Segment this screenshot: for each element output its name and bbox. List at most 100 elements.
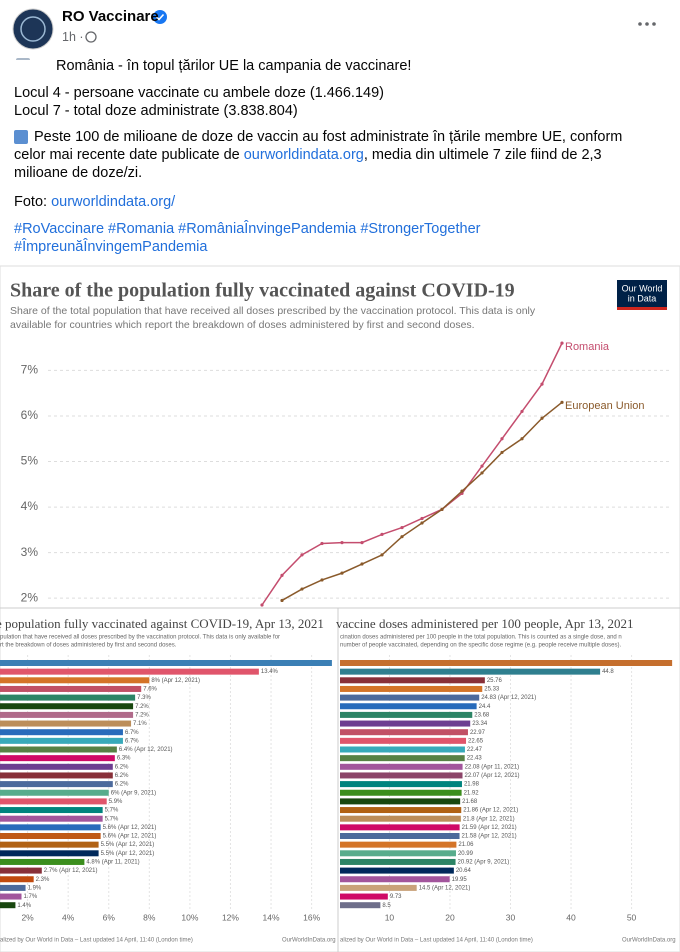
- point: [480, 464, 484, 468]
- photo-credit: Foto: ourworldindata.org/: [14, 193, 654, 211]
- value-label: 20.99: [458, 851, 474, 857]
- bar: [340, 858, 456, 865]
- image-frame: [0, 265, 680, 952]
- point: [300, 587, 304, 591]
- value-label: 2.3%: [36, 877, 50, 883]
- bar: [340, 850, 456, 857]
- value-label: 21.58 (Apr 12, 2021): [462, 834, 517, 840]
- bar: [340, 902, 381, 909]
- value-label: 7.2%: [135, 712, 149, 718]
- value-label: 6.2%: [115, 764, 129, 770]
- x-tick-label: 10%: [181, 912, 198, 922]
- value-label: 9.73: [390, 894, 402, 900]
- source: OurWorldInData.org: [282, 938, 336, 944]
- value-label: 6.2%: [115, 782, 129, 788]
- hashtags: #RoVaccinare #Romania #RomâniaÎnvingePan…: [14, 220, 634, 256]
- globe-icon: [85, 31, 97, 43]
- hashtag[interactable]: #Romania: [108, 221, 175, 237]
- bar: [0, 746, 117, 753]
- value-label: 7.1%: [133, 721, 147, 727]
- point: [400, 535, 404, 539]
- value-label: 22.97: [470, 730, 486, 736]
- x-tick-label: 4%: [62, 912, 75, 922]
- x-tick-label: 6%: [103, 912, 116, 922]
- bar: [0, 841, 99, 848]
- value-label: 13.4%: [261, 669, 279, 675]
- point: [540, 382, 544, 386]
- bar: [340, 884, 417, 891]
- bar: [340, 833, 460, 839]
- hashtag[interactable]: #StrongerTogether: [360, 221, 481, 237]
- bar: [340, 677, 485, 684]
- point: [440, 507, 444, 511]
- bar: [0, 668, 259, 675]
- bar: [340, 876, 450, 883]
- time: 1h: [62, 30, 76, 44]
- point: [280, 573, 284, 577]
- bar: [0, 720, 132, 727]
- value-label: 21.06: [458, 842, 474, 848]
- bar: [0, 902, 16, 909]
- chart-title: Share of the population fully vaccinated…: [10, 280, 515, 302]
- verified-check: [155, 13, 165, 21]
- bar: [0, 677, 150, 684]
- hashtag[interactable]: #ÎmpreunăÎnvingemPandemia: [14, 239, 208, 255]
- point: [400, 525, 404, 530]
- bar: [0, 711, 134, 718]
- value-label: 21.59 (Apr 12, 2021): [462, 825, 517, 831]
- point: [480, 471, 484, 475]
- value-label: 20.64: [456, 868, 472, 874]
- value-label: 24.83 (Apr 12, 2021): [481, 695, 536, 701]
- bar: [0, 850, 99, 857]
- point: [500, 450, 504, 455]
- point: [560, 341, 564, 345]
- chart-subtitle: Share of the total population that have …: [10, 305, 536, 317]
- series-label: European Union: [565, 400, 645, 412]
- menu-dot[interactable]: [652, 22, 656, 26]
- bar: [340, 798, 461, 805]
- bar: [0, 833, 101, 839]
- point: [520, 409, 524, 414]
- value-label: 5.6% (Apr 12, 2021): [103, 834, 157, 840]
- bar: [0, 867, 42, 874]
- link[interactable]: ourworldindata.org: [243, 147, 364, 163]
- hashtag[interactable]: #RoVaccinare: [14, 221, 105, 237]
- bar: [0, 703, 134, 710]
- value-label: 20.92 (Apr 9, 2021): [458, 860, 510, 866]
- post-time[interactable]: 1h ·: [62, 30, 84, 44]
- bar: [340, 893, 388, 900]
- bar: [340, 789, 462, 796]
- bar: [340, 720, 471, 727]
- bar: [340, 694, 480, 701]
- value-label: 2.7% (Apr 12, 2021): [44, 868, 98, 874]
- menu-dot[interactable]: [645, 22, 649, 26]
- value-label: 22.07 (Apr 12, 2021): [465, 773, 520, 779]
- bar: [0, 660, 332, 666]
- value-label: 6.7%: [125, 730, 139, 736]
- bar: [0, 807, 103, 814]
- menu-dot[interactable]: [638, 22, 642, 26]
- post-header-icons: [12, 8, 656, 60]
- avatar[interactable]: [12, 8, 54, 50]
- author[interactable]: RO Vaccinare: [62, 8, 159, 25]
- bar: [340, 841, 457, 848]
- footer: alized by Our World in Data – Last updat…: [0, 938, 193, 944]
- chart-subtitle: cination doses administered per 100 peop…: [340, 635, 622, 641]
- bar: [340, 755, 465, 762]
- bar: [340, 867, 454, 874]
- bar: [0, 876, 34, 883]
- chart-subtitle: rt the breakdown of doses administered b…: [0, 643, 177, 649]
- hashtag[interactable]: #RomâniaÎnvingePandemia: [178, 221, 357, 237]
- link[interactable]: ourworldindata.org/: [51, 194, 176, 210]
- bar: [0, 884, 26, 891]
- point: [540, 416, 544, 420]
- y-tick-label: 5%: [21, 454, 39, 468]
- point: [420, 521, 424, 525]
- value-label: 6.7%: [125, 738, 139, 744]
- value-label: 5.7%: [105, 816, 119, 822]
- value-label: 1.7%: [24, 894, 38, 900]
- value-label: 22.08 (Apr 11, 2021): [465, 764, 520, 770]
- bar: [0, 798, 107, 805]
